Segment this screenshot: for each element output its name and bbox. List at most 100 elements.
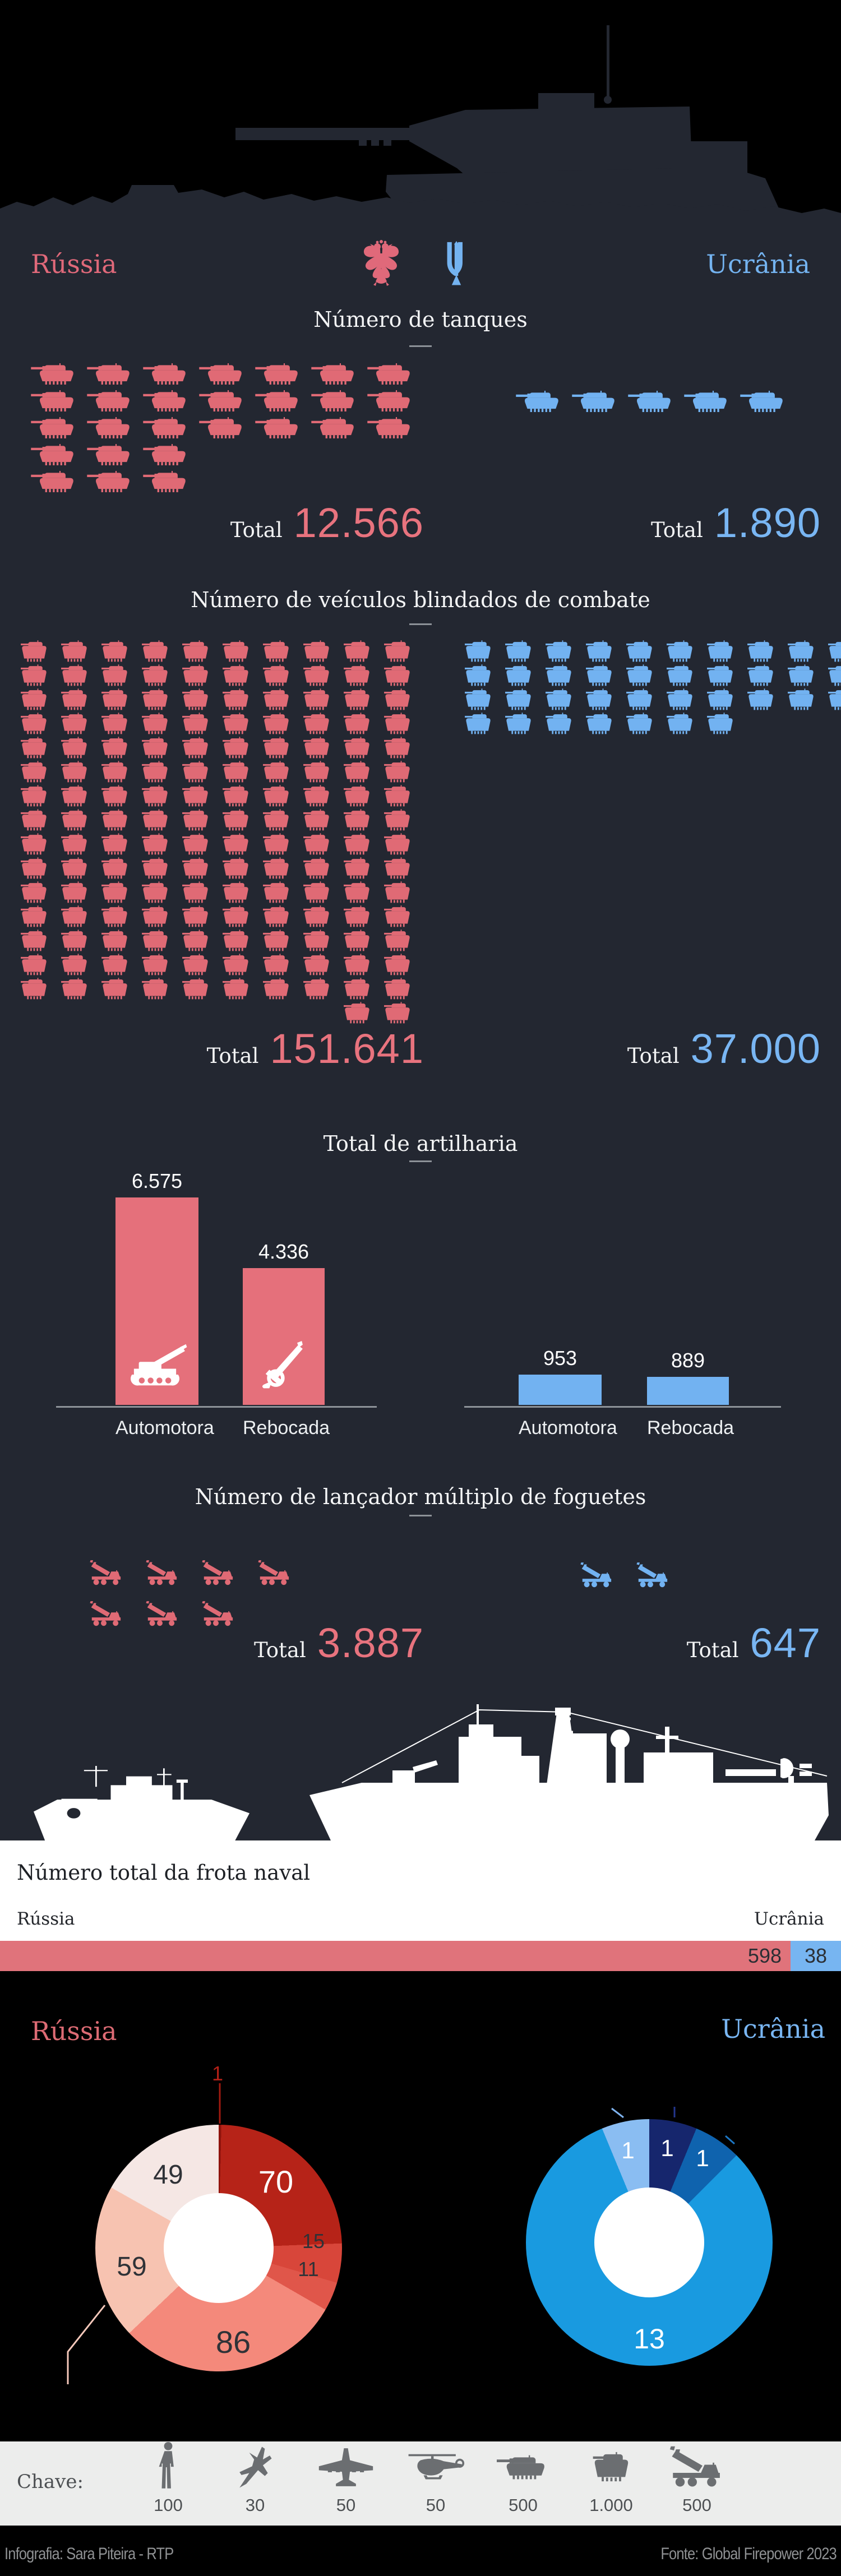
vehicle-icon: [703, 688, 738, 711]
vehicle-icon: [259, 954, 294, 976]
tank-icon: [367, 390, 415, 411]
rockets-title-underline: [409, 1515, 432, 1516]
donut-slice-value: 13: [634, 2323, 665, 2355]
vehicle-icon: [340, 737, 375, 759]
patrol-boat-icon: [34, 1760, 249, 1840]
mlrs-icon: [82, 1601, 131, 1627]
artillery-bar-russia-selfpropelled: 6.575: [115, 1169, 198, 1405]
category-label: Automotora: [519, 1417, 617, 1439]
vehicle-icon: [380, 761, 415, 783]
vehicle-icon: [380, 688, 415, 711]
tank-icon: [87, 363, 135, 385]
vehicle-icon: [98, 954, 132, 976]
fleet-donut-russia: 70 15 11 86 59 49: [95, 2125, 342, 2371]
tank-icon: [311, 390, 359, 411]
vehicle-icon: [461, 640, 496, 663]
tank-icon: [87, 471, 135, 492]
header-russia-label: Rússia: [31, 249, 117, 279]
mlrs-icon: [251, 1560, 299, 1587]
vehicle-icon: [17, 809, 52, 831]
tank-icon: [143, 417, 191, 438]
vehicle-icon: [17, 761, 52, 783]
vehicle-icon: [784, 640, 819, 663]
vehicle-icon: [178, 833, 213, 855]
legend-strip: Chave: 100 30 50: [0, 2441, 841, 2526]
vehicles-russia-pictogram: [17, 640, 420, 1026]
header-ukraine-label: Ucrânia: [706, 249, 810, 279]
vehicle-icon: [299, 713, 334, 735]
rockets-russia-pictogram: [82, 1560, 307, 1641]
rockets-russia-total-value: 3.887: [317, 1620, 424, 1666]
vehicle-icon: [380, 737, 415, 759]
vehicle-icon: [17, 737, 52, 759]
vehicle-icon: [622, 664, 657, 687]
vehicle-icon: [17, 833, 52, 855]
vehicle-icon: [588, 2441, 635, 2493]
vehicle-icon: [138, 664, 173, 687]
tank-icon: [87, 390, 135, 411]
legend-value: 500: [682, 2495, 711, 2515]
legend-label: Chave:: [17, 2471, 84, 2493]
vehicle-icon: [138, 857, 173, 880]
vehicle-icon: [138, 833, 173, 855]
artillery-title-underline: [409, 1160, 432, 1162]
naval-section: Número total da frota naval Rússia Ucrân…: [0, 1840, 841, 1941]
tanks-ukraine-total-value: 1.890: [714, 500, 821, 546]
vehicle-icon: [219, 978, 253, 1000]
vehicle-icon: [259, 929, 294, 952]
donut-slice-value: 1: [696, 2145, 709, 2171]
vehicle-icon: [299, 688, 334, 711]
vehicle-icon: [582, 713, 617, 735]
vehicle-icon: [824, 664, 841, 687]
hero-sky: [0, 0, 841, 241]
vehicle-icon: [663, 688, 697, 711]
self-propelled-gun-icon: [121, 1343, 193, 1390]
vehicle-icon: [340, 664, 375, 687]
vehicle-icon: [703, 640, 738, 663]
vehicle-icon: [219, 809, 253, 831]
naval-bar-russia-segment: 598: [0, 1941, 791, 1971]
vehicle-icon: [299, 640, 334, 663]
vehicle-icon: [98, 881, 132, 904]
vehicle-icon: [57, 881, 92, 904]
tank-icon: [87, 444, 135, 465]
vehicle-icon: [57, 857, 92, 880]
artillery-bar-ukraine-selfpropelled: 953: [519, 1347, 602, 1405]
vehicle-icon: [138, 929, 173, 952]
artillery-bar-russia-towed: 4.336: [243, 1240, 325, 1405]
vehicle-icon: [178, 785, 213, 807]
vehicle-icon: [340, 640, 375, 663]
vehicle-icon: [259, 737, 294, 759]
vehicle-icon: [259, 809, 294, 831]
vehicle-icon: [299, 737, 334, 759]
mlrs-icon: [195, 1560, 243, 1587]
tank-icon: [255, 390, 303, 411]
vehicle-icon: [299, 857, 334, 880]
vehicle-icon: [98, 929, 132, 952]
tanks-russia-total-value: 12.566: [293, 500, 424, 546]
mlrs-icon: [629, 1562, 677, 1589]
vehicle-icon: [259, 978, 294, 1000]
vehicle-icon: [219, 833, 253, 855]
footer: Infografia: Sara Piteira - RTP Fonte: Gl…: [0, 2526, 841, 2576]
vehicle-icon: [98, 737, 132, 759]
vehicle-icon: [178, 688, 213, 711]
vehicle-icon: [219, 929, 253, 952]
vehicle-icon: [17, 929, 52, 952]
mlrs-icon: [82, 1560, 131, 1587]
vehicle-icon: [461, 713, 496, 735]
legend-value: 100: [154, 2495, 183, 2515]
vehicle-icon: [57, 713, 92, 735]
vehicle-icon: [622, 640, 657, 663]
vehicle-icon: [17, 785, 52, 807]
helicopter-icon: [406, 2441, 465, 2493]
artillery-ukraine-axis: [464, 1406, 781, 1408]
vehicle-icon: [501, 688, 536, 711]
vehicle-icon: [259, 785, 294, 807]
donut-hole: [164, 2193, 274, 2303]
mlrs-icon: [195, 1601, 243, 1627]
tank-icon: [367, 417, 415, 438]
vehicle-icon: [138, 761, 173, 783]
vehicle-icon: [138, 809, 173, 831]
